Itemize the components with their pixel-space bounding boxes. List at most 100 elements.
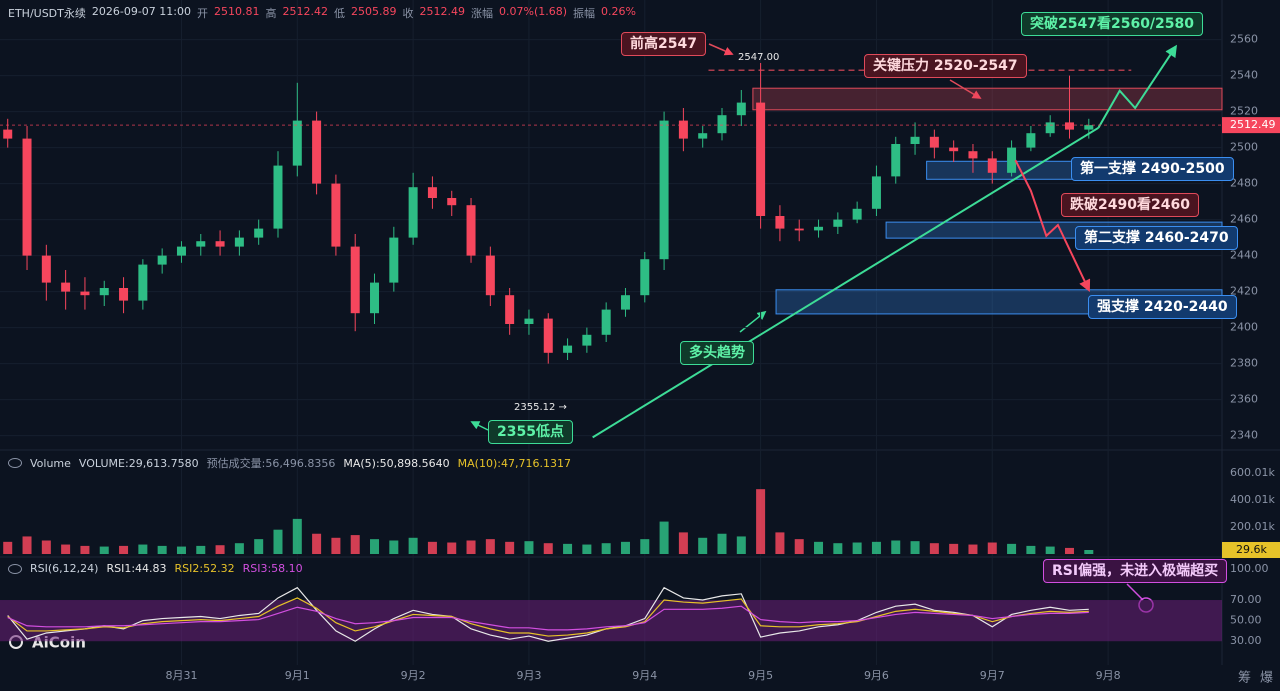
- candle-body: [756, 102, 766, 216]
- volume-bar: [794, 539, 804, 554]
- candle-body: [524, 318, 534, 324]
- x-tick-label: 9月4: [632, 669, 657, 682]
- header: ETH/USDT永续 2026-09-07 11:00 开 2510.81 高 251…: [8, 5, 636, 21]
- candle-body: [949, 147, 959, 152]
- candle-body: [678, 120, 688, 139]
- candle-body: [466, 205, 476, 256]
- volume-bar: [756, 489, 766, 554]
- candle-body: [331, 183, 341, 247]
- volume-bar: [447, 542, 457, 554]
- volume-bar: [485, 539, 495, 554]
- candle-body: [119, 288, 129, 301]
- volume-bar: [698, 537, 708, 554]
- x-tick-label: 9月8: [1096, 669, 1121, 682]
- y-tick-label: 2340: [1230, 429, 1258, 442]
- callout: 第二支撑 2460-2470: [1075, 226, 1238, 250]
- volume-bar: [331, 537, 341, 554]
- candle-body: [196, 241, 206, 247]
- candle-body: [601, 309, 611, 335]
- y-tick-label: 50.00: [1230, 614, 1262, 627]
- rsi-line: [7, 597, 1089, 637]
- y-tick-label: 2400: [1230, 321, 1258, 334]
- y-tick-label: 2460: [1230, 213, 1258, 226]
- rsi-line: [7, 605, 1089, 631]
- legend-item: RSI2:52.32: [174, 562, 235, 575]
- candle-body: [698, 133, 708, 139]
- volume-bar: [640, 539, 650, 554]
- candle-body: [1026, 133, 1036, 148]
- candle-body: [717, 115, 727, 134]
- pointer: [1126, 583, 1144, 601]
- callout: 关键压力 2520-2547: [864, 54, 1027, 78]
- legend-item: RSI3:58.10: [242, 562, 303, 575]
- current-volume-label: 29.6k: [1236, 543, 1267, 556]
- info-value: 0.07%(1.68): [499, 5, 568, 18]
- y-tick-label: 400.01k: [1230, 493, 1275, 506]
- price-mark: 2547.00: [738, 52, 779, 63]
- volume-bar: [717, 533, 727, 554]
- volume-bar: [601, 543, 611, 554]
- rsi-title: RSI(6,12,24): [30, 562, 99, 575]
- time: 2026-09-07 11:00: [91, 5, 191, 18]
- volume-bar: [196, 545, 206, 554]
- y-tick-label: 2360: [1230, 393, 1258, 406]
- candle-body: [833, 219, 843, 227]
- rsi-band: [0, 600, 1222, 642]
- volume-bar: [563, 543, 573, 554]
- candle-body: [215, 241, 225, 247]
- candle-body: [41, 255, 51, 283]
- candle-body: [61, 282, 71, 292]
- x-tick-label: 9月5: [748, 669, 773, 682]
- drawing-line: [592, 126, 1099, 439]
- volume-bar: [1026, 545, 1036, 554]
- y-tick-label: 200.01k: [1230, 520, 1275, 533]
- info-label: 低: [334, 7, 345, 20]
- volume-bar: [61, 544, 71, 554]
- volume-bar: [1007, 543, 1017, 554]
- callout: 跌破2490看2460: [1061, 193, 1199, 217]
- volume-bar: [620, 541, 630, 554]
- info-value: 2512.42: [282, 5, 329, 18]
- candle-body: [292, 120, 302, 166]
- info-label: 开: [197, 7, 208, 20]
- volume-bar: [891, 540, 901, 554]
- callout: RSI偏强，未进入极端超买: [1043, 559, 1228, 583]
- y-tick-label: 2540: [1230, 69, 1258, 82]
- y-tick-label: 2520: [1230, 105, 1258, 118]
- x-tick-label: 9月7: [980, 669, 1005, 682]
- candle-body: [543, 318, 553, 353]
- candle-body: [929, 136, 939, 148]
- volume-bar: [22, 536, 32, 554]
- info-value: 2510.81: [214, 5, 260, 18]
- x-tick-label: 9月6: [864, 669, 889, 682]
- volume-bar: [41, 540, 51, 554]
- legend-item: MA(5):50,898.5640: [343, 456, 450, 470]
- candle-body: [3, 129, 13, 139]
- callout: 多头趋势: [680, 341, 754, 365]
- candle-body: [910, 136, 920, 144]
- y-tick-label: 100.00: [1230, 562, 1269, 575]
- volume-bar: [929, 543, 939, 554]
- y-tick-label: 2480: [1230, 177, 1258, 190]
- y-tick-label: 600.01k: [1230, 466, 1275, 479]
- volume-bar: [736, 536, 746, 554]
- volume-bar: [273, 529, 283, 554]
- volume-bar: [427, 541, 437, 554]
- candle-body: [563, 345, 573, 353]
- candle-body: [176, 246, 186, 256]
- candle-body: [370, 282, 380, 314]
- y-tick-label: 30.00: [1230, 634, 1262, 647]
- candle-body: [736, 102, 746, 116]
- volume-bar: [157, 545, 167, 554]
- pointer: [708, 43, 734, 56]
- info-label: 涨幅: [471, 7, 493, 20]
- volume-bar: [292, 518, 302, 554]
- y-tick-label: 2420: [1230, 285, 1258, 298]
- volume-bar: [775, 532, 785, 554]
- volume-bar: [234, 543, 244, 554]
- volume-bar: [678, 532, 688, 554]
- candle-body: [852, 208, 862, 220]
- candle-body: [1084, 125, 1094, 130]
- corner-icon: 筹: [1238, 670, 1251, 686]
- callout: 第一支撑 2490-2500: [1071, 157, 1234, 181]
